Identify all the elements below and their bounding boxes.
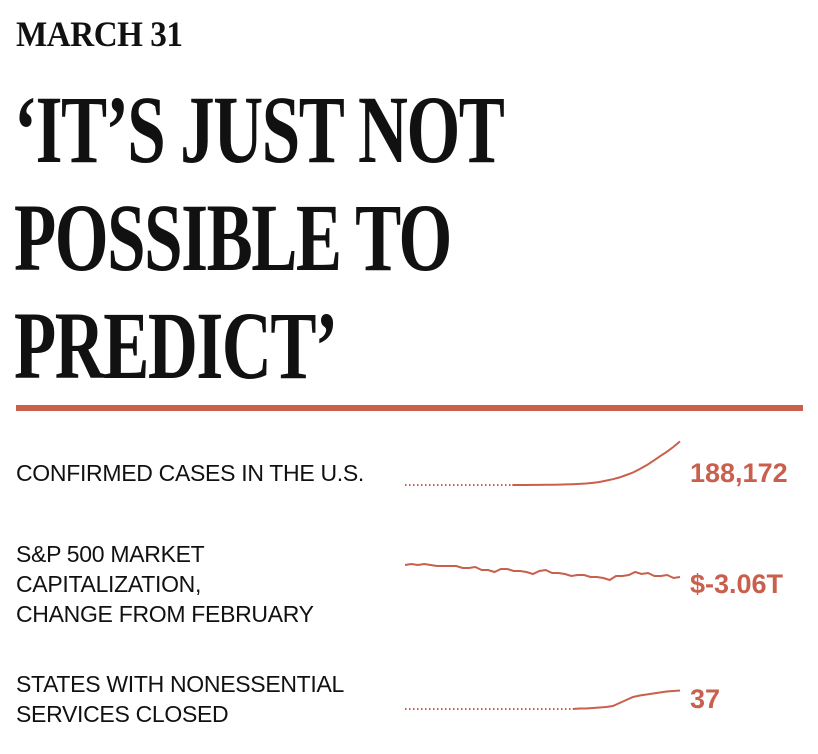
divider-rule: [16, 405, 803, 411]
metric-label-line: CONFIRMED CASES IN THE U.S.: [16, 460, 365, 486]
metric-label-states-closed: STATES WITH NONESSENTIAL SERVICES CLOSED: [16, 669, 344, 729]
metric-label-sp500-market-cap: S&P 500 MARKET CAPITALIZATION, CHANGE FR…: [16, 539, 314, 629]
metric-value-states-closed: 37: [690, 684, 721, 714]
metric-label-line: S&P 500 MARKET: [16, 541, 205, 567]
metric-value-sp500-market-cap: $-3.06T: [690, 569, 784, 599]
headline: ‘IT’S JUST NOT POSSIBLE TO PREDICT’: [14, 76, 505, 400]
metric-label-confirmed-cases: CONFIRMED CASES IN THE U.S.: [16, 458, 364, 488]
date-heading: MARCH 31: [16, 14, 183, 54]
sparkline-series-line: [404, 562, 681, 582]
sparkline-series-line: [572, 689, 681, 710]
headline-line: POSSIBLE TO: [14, 184, 452, 291]
sparkline-confirmed-cases: [405, 440, 681, 486]
metric-label-line: SERVICES CLOSED: [16, 701, 229, 727]
metric-label-line: STATES WITH NONESSENTIAL: [16, 671, 345, 697]
metric-label-line: CAPITALIZATION,: [16, 571, 202, 597]
metric-label-line: CHANGE FROM FEBRUARY: [16, 601, 314, 627]
headline-line: ‘IT’S JUST NOT: [14, 76, 505, 183]
headline-line: PREDICT’: [14, 292, 338, 399]
sparkline-states-closed: [405, 689, 681, 710]
metric-value-confirmed-cases: 188,172: [690, 458, 788, 488]
sparkline-series-line: [512, 440, 681, 486]
sparkline-sp500-market-cap: [404, 562, 681, 582]
